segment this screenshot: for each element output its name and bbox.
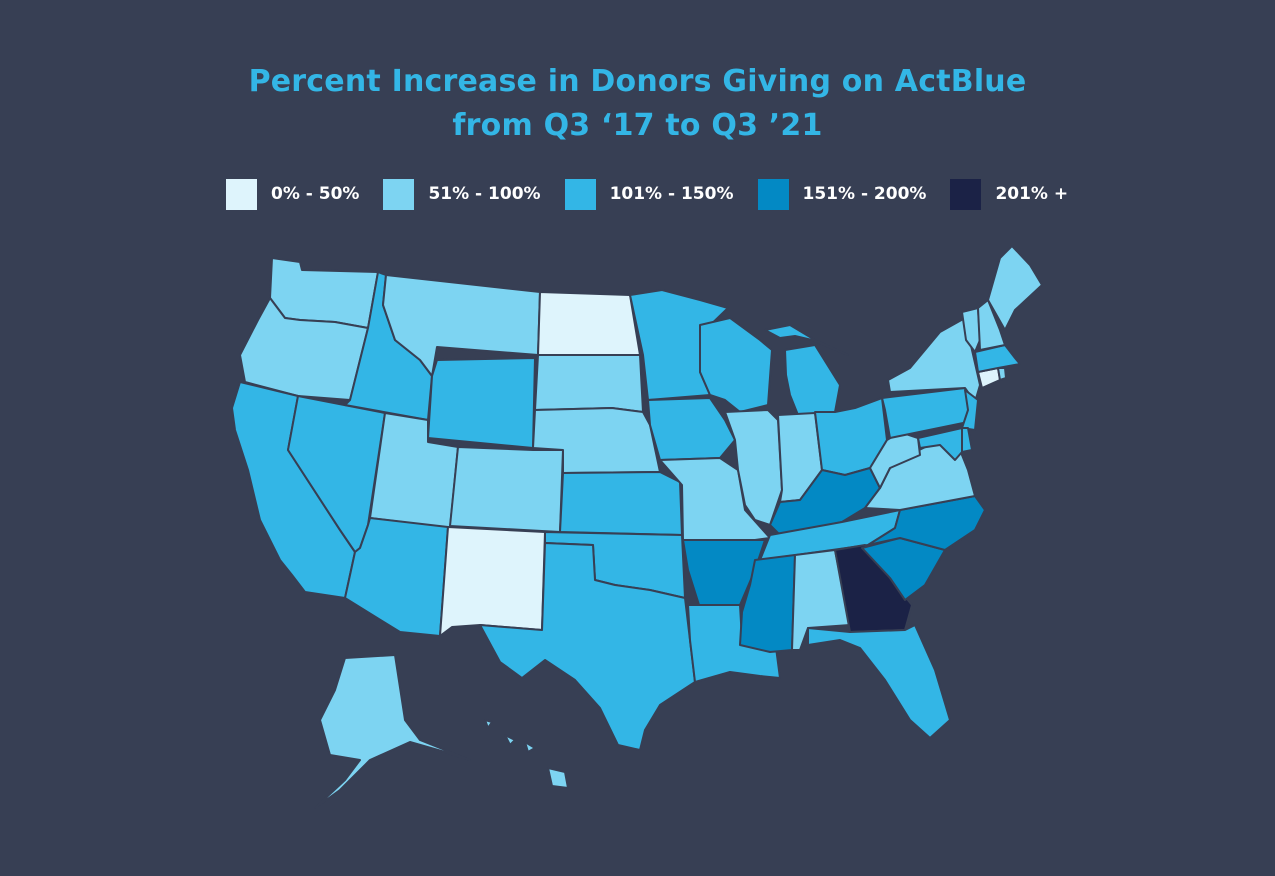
title-line-2: from Q3 ‘17 to Q3 ’21 [452, 108, 823, 143]
legend-item-1: 51% - 100% [383, 178, 541, 210]
state-nc [867, 495, 986, 551]
legend-label-2: 101% - 150% [609, 184, 734, 204]
state-ia [647, 397, 736, 461]
state-vt [961, 307, 981, 353]
legend-item-0: 0% - 50% [226, 178, 360, 210]
state-tx [479, 542, 696, 751]
legend-label-0: 0% - 50% [271, 184, 360, 204]
state-ak [314, 654, 471, 809]
legend-item-2: 101% - 150% [564, 178, 734, 210]
state-co [449, 446, 564, 533]
map-title: Percent Increase in Donors Giving on Act… [0, 60, 1275, 148]
state-md [917, 427, 963, 461]
state-il [724, 409, 783, 526]
state-hi [484, 719, 569, 789]
state-nh [977, 299, 1006, 351]
title-line-1: Percent Increase in Donors Giving on Act… [248, 64, 1027, 99]
state-fl [807, 624, 951, 739]
legend-swatch-4 [950, 178, 982, 210]
state-wi [699, 317, 773, 413]
state-mi [764, 324, 849, 421]
legend-swatch-2 [564, 178, 596, 210]
legend: 0% - 50% 51% - 100% 101% - 150% 151% - 2… [226, 178, 1092, 210]
state-me [987, 245, 1043, 331]
state-ny [887, 317, 981, 403]
legend-label-1: 51% - 100% [428, 184, 541, 204]
legend-label-4: 201% + [995, 184, 1069, 204]
legend-swatch-0 [226, 178, 257, 210]
states-layer [231, 245, 1043, 809]
legend-swatch-3 [757, 178, 789, 210]
state-ri [997, 367, 1007, 381]
legend-label-3: 151% - 200% [802, 184, 927, 204]
legend-item-3: 151% - 200% [757, 178, 927, 210]
state-nm [439, 526, 546, 637]
state-wy [427, 357, 536, 449]
state-sd [534, 354, 644, 413]
legend-item-4: 201% + [950, 178, 1069, 210]
legend-swatch-1 [383, 178, 415, 210]
state-ks [559, 471, 683, 536]
state-nd [537, 291, 641, 356]
